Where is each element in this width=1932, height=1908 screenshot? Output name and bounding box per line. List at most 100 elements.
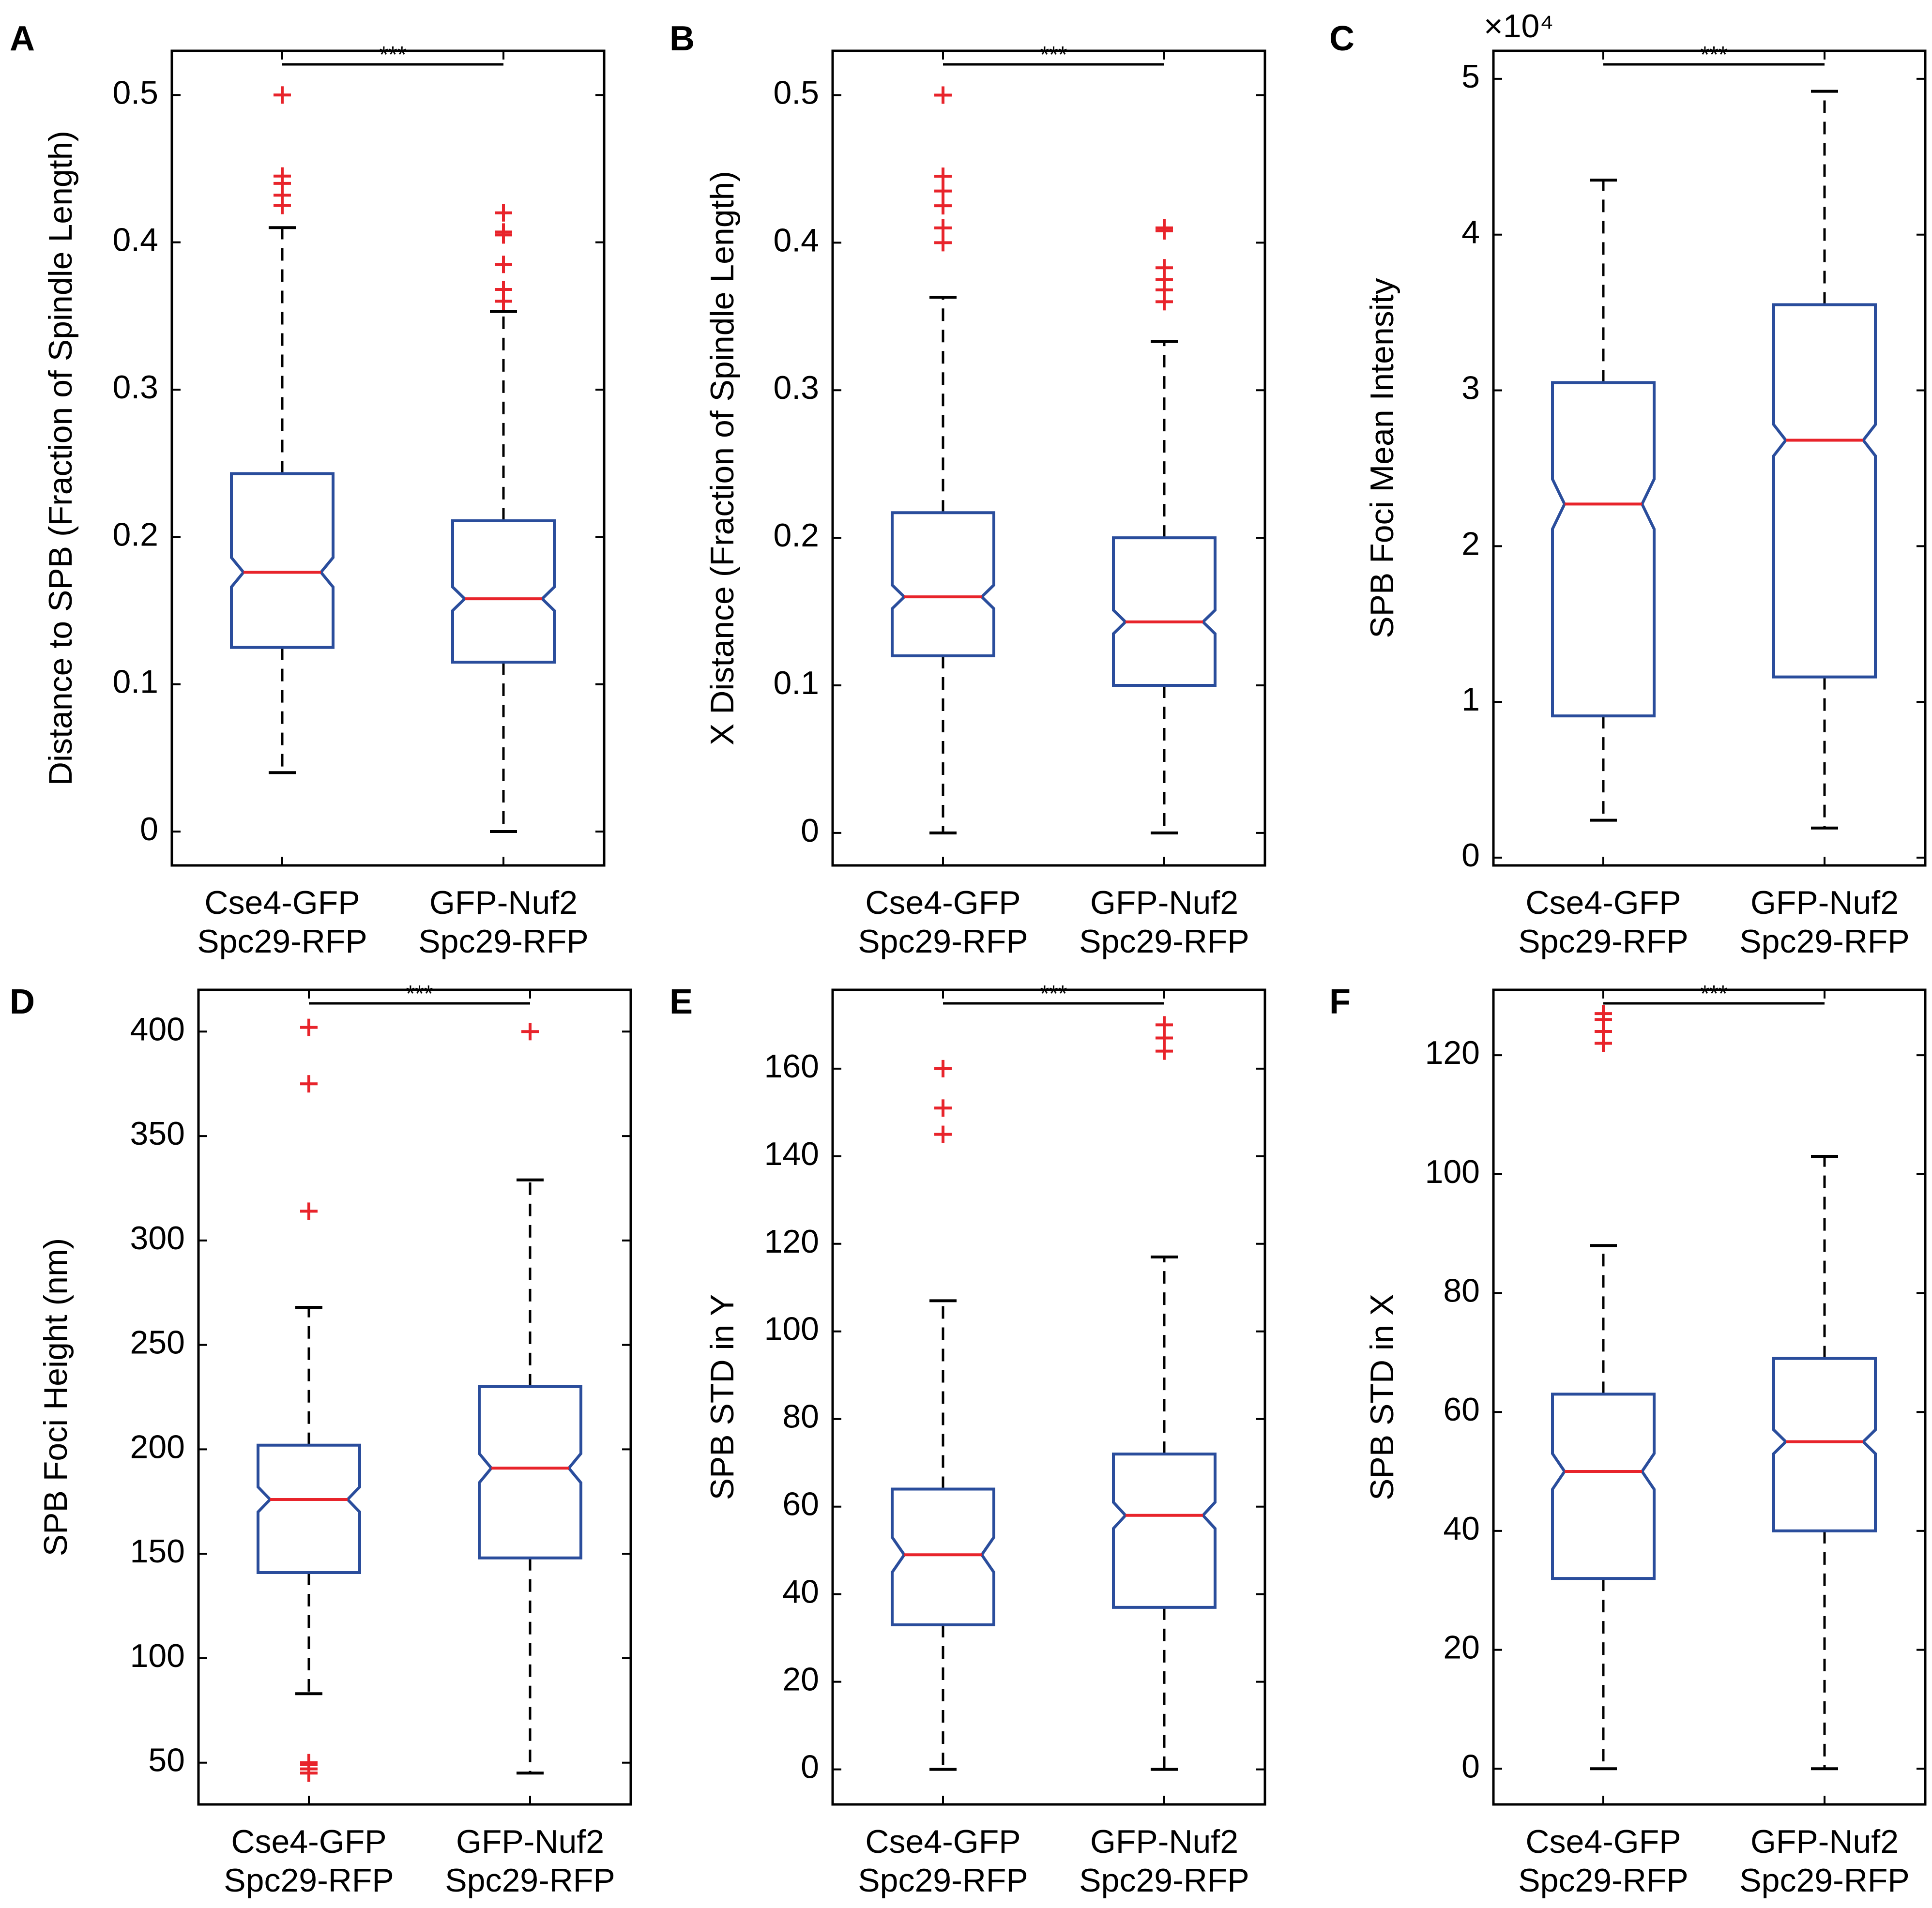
- outlier-marker: [300, 1018, 318, 1036]
- y-tick-label: 1: [1461, 681, 1480, 718]
- y-tick-label: 150: [130, 1533, 185, 1570]
- box-group: [1112, 219, 1217, 834]
- panel-letter: C: [1329, 19, 1354, 58]
- outlier-marker: [934, 1060, 952, 1077]
- y-tick-label: 20: [782, 1661, 819, 1698]
- outlier-marker: [934, 182, 952, 200]
- axes-frame: [170, 49, 606, 867]
- notched-box: [257, 1443, 361, 1574]
- x-group-label-line1: GFP-Nuf2: [1750, 1823, 1899, 1860]
- panel-d: D 50 100 150 200 250 300 350 400 SPB Foci Height …: [10, 981, 632, 1899]
- axes-frame: [1492, 988, 1927, 1806]
- notched-box: [230, 472, 335, 649]
- box-group: [1551, 179, 1656, 822]
- y-tick-label: 5: [1461, 58, 1480, 95]
- y-tick-label: 250: [130, 1324, 185, 1361]
- axes-frame: [197, 988, 632, 1806]
- x-group-label-line2: Spc29-RFP: [858, 923, 1028, 960]
- y-tick-label: 100: [764, 1311, 819, 1348]
- outlier-marker: [934, 86, 952, 104]
- x-group-label-line2: Spc29-RFP: [1739, 1862, 1909, 1899]
- notched-box: [891, 511, 995, 658]
- x-group-label-line1: Cse4-GFP: [865, 884, 1020, 921]
- panel-b: B 0 0.1 0.2 0.3 0.4 0.5 X Distance (Fraction of…: [669, 19, 1266, 960]
- y-axis-label: X Distance (Fraction of Spindle Length): [704, 171, 741, 745]
- outlier-marker: [300, 1754, 318, 1772]
- outlier-marker: [934, 219, 952, 237]
- y-tick-label: 0: [801, 1749, 819, 1786]
- notched-box: [1551, 381, 1656, 718]
- significance-label: ***: [1040, 42, 1067, 68]
- y-tick-label: 200: [130, 1428, 185, 1465]
- outlier-marker: [300, 1075, 318, 1093]
- axes-frame: [831, 988, 1266, 1806]
- box-group: [478, 1023, 582, 1775]
- panel-e: E 0 20 40 60 80 100 120 140 160 SPB STD in Y Cse4-G…: [669, 981, 1266, 1899]
- outlier-marker: [300, 1202, 318, 1220]
- x-group-label-line2: Spc29-RFP: [445, 1862, 615, 1899]
- x-group-label-line1: GFP-Nuf2: [456, 1823, 604, 1860]
- x-group-label-line2: Spc29-RFP: [1518, 923, 1688, 960]
- x-group-label-line1: Cse4-GFP: [231, 1823, 386, 1860]
- y-tick-label: 0: [140, 811, 158, 848]
- box-group: [1772, 90, 1877, 830]
- x-group-label-line1: Cse4-GFP: [204, 884, 360, 921]
- outlier-marker: [934, 197, 952, 215]
- significance-label: ***: [1040, 981, 1067, 1007]
- box-group: [451, 204, 556, 833]
- outlier-marker: [934, 234, 952, 252]
- x-group-label-line2: Spc29-RFP: [1518, 1862, 1688, 1899]
- y-tick-label: 120: [1425, 1034, 1480, 1071]
- x-group-label-line2: Spc29-RFP: [858, 1862, 1028, 1899]
- x-group-label-line1: Cse4-GFP: [1525, 1823, 1681, 1860]
- box-group: [257, 1018, 361, 1782]
- x-group-label-line1: Cse4-GFP: [865, 1823, 1020, 1860]
- y-axis-label: SPB Foci Mean Intensity: [1364, 278, 1400, 638]
- box-group: [1772, 1154, 1877, 1771]
- notched-box: [1551, 1393, 1656, 1580]
- box-group: [891, 86, 995, 834]
- panel-letter: E: [669, 983, 693, 1021]
- y-axis-label: SPB Foci Height (nm): [37, 1238, 74, 1557]
- significance-label: ***: [379, 42, 406, 68]
- y-tick-label: 0.1: [112, 664, 158, 700]
- notched-box: [1112, 536, 1217, 687]
- notched-box: [451, 519, 556, 664]
- outlier-marker: [934, 167, 952, 185]
- outlier-marker: [495, 223, 512, 241]
- outlier-marker: [495, 204, 512, 222]
- y-tick-label: 2: [1461, 525, 1480, 562]
- y-axis-label: SPB STD in Y: [704, 1294, 741, 1500]
- y-tick-label: 140: [764, 1136, 819, 1172]
- y-tick-label: 0.2: [112, 516, 158, 553]
- panel-letter: A: [10, 19, 35, 58]
- y-axis-label: SPB STD in X: [1364, 1294, 1400, 1500]
- y-tick-label: 100: [130, 1637, 185, 1674]
- significance-label: ***: [1700, 42, 1727, 68]
- x-group-label-line2: Spc29-RFP: [1079, 923, 1249, 960]
- panel-letter: D: [10, 983, 35, 1021]
- y-tick-label: 80: [1443, 1272, 1480, 1309]
- x-group-label-line1: GFP-Nuf2: [1750, 884, 1899, 921]
- x-group-label-line2: Spc29-RFP: [1079, 1862, 1249, 1899]
- y-tick-label: 3: [1461, 369, 1480, 406]
- y-tick-label: 0.4: [112, 222, 158, 258]
- y-tick-label: 60: [782, 1486, 819, 1523]
- significance-label: ***: [406, 981, 433, 1007]
- outlier-marker: [495, 256, 512, 273]
- x-group-label-line2: Spc29-RFP: [224, 1862, 394, 1899]
- box-group: [1112, 1016, 1217, 1771]
- y-tick-label: 0.4: [773, 222, 819, 258]
- x-group-label-line1: Cse4-GFP: [1525, 884, 1681, 921]
- notched-box: [1112, 1453, 1217, 1609]
- box-group: [230, 86, 335, 774]
- y-tick-label: 4: [1461, 214, 1480, 251]
- y-tick-label: 0.5: [112, 74, 158, 111]
- outlier-marker: [934, 1125, 952, 1143]
- x-group-label-line2: Spc29-RFP: [1739, 923, 1909, 960]
- box-group: [891, 1060, 995, 1771]
- y-tick-label: 0.5: [773, 74, 819, 111]
- box-group: [1551, 1005, 1656, 1771]
- y-tick-label: 350: [130, 1115, 185, 1152]
